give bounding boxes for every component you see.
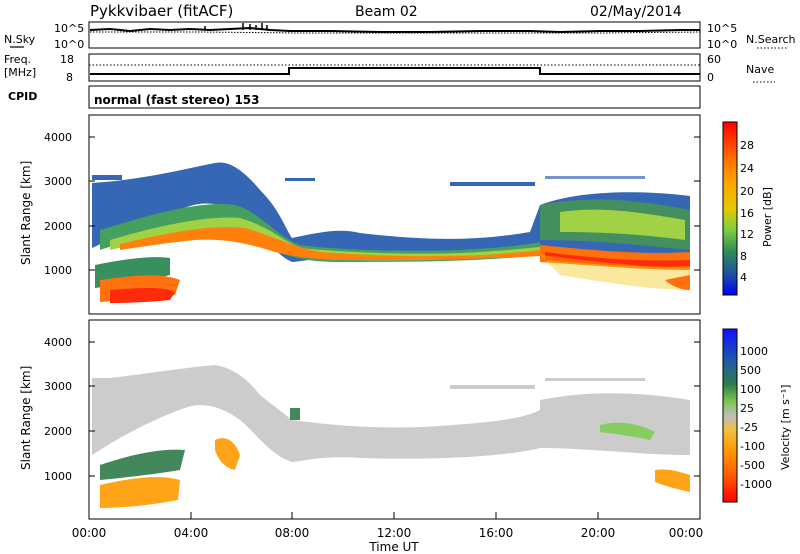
xtick-0400: 04:00 (174, 526, 209, 540)
power-data (92, 162, 690, 303)
freq-unit-label: [MHz] (4, 66, 36, 79)
velocity-ytick-1000: 1000 (44, 470, 72, 483)
power-colorbar-label: Power [dB] (761, 187, 774, 247)
xtick-2000: 20:00 (581, 526, 616, 540)
velocity-cb-tick-1000: 1000 (740, 345, 768, 358)
nave-tick-bottom: 0 (707, 71, 714, 84)
xtick-1200: 12:00 (377, 526, 412, 540)
velocity-panel: Slant Range [km] 4000 3000 2000 1000 100… (19, 319, 792, 520)
xaxis-label: Time UT (368, 540, 419, 554)
power-cb-tick-4: 4 (740, 271, 747, 284)
x-axis: 00:00 04:00 08:00 12:00 16:00 20:00 00:0… (72, 512, 704, 554)
beam-label: Beam 02 (355, 4, 418, 20)
nsky-trace (89, 26, 700, 34)
xtick-0800: 08:00 (275, 526, 310, 540)
nsky-label: N.Sky (4, 33, 36, 46)
power-ytick-3000: 3000 (44, 175, 72, 188)
velocity-data (92, 365, 690, 508)
power-ylabel: Slant Range [km] (19, 161, 33, 265)
velocity-cb-tick-neg25: -25 (740, 421, 758, 434)
velocity-cb-tick-500: 500 (740, 364, 761, 377)
power-yticks (89, 136, 700, 271)
velocity-cb-tick-25: 25 (740, 402, 754, 415)
freq-label: Freq. (4, 53, 31, 66)
power-cb-tick-16: 16 (740, 207, 754, 220)
velocity-cb-tick-neg100: -100 (740, 440, 765, 453)
station-title: Pykkvibaer (fitACF) (90, 2, 233, 20)
nsearch-label: N.Search (746, 33, 796, 46)
velocity-yticks (89, 341, 700, 477)
power-cb-tick-20: 20 (740, 185, 754, 198)
freq-tick-top: 18 (60, 53, 74, 66)
power-ytick-2000: 2000 (44, 220, 72, 233)
xtick-2400: 00:00 (669, 526, 704, 540)
xtick-1600: 16:00 (479, 526, 514, 540)
velocity-cb-tick-neg1000: -1000 (740, 478, 772, 491)
noise-spikes (204, 23, 268, 30)
noise-panel: N.Sky 10^5 10^0 10^5 10^0 N.Search (4, 21, 796, 51)
noise-right-tick-top: 10^5 (707, 22, 737, 35)
power-cb-tick-24: 24 (740, 162, 754, 175)
nave-tick-top: 60 (707, 53, 721, 66)
nsearch-trace (90, 31, 701, 34)
power-cb-tick-28: 28 (740, 139, 754, 152)
freq-trace (90, 67, 700, 75)
cpid-panel: CPID normal (fast stereo) 153 (8, 85, 701, 109)
freq-tick-bottom: 8 (66, 71, 73, 84)
freq-panel: Freq. [MHz] 18 8 60 0 Nave (4, 53, 775, 84)
velocity-colorbar-label: Velocity [m s⁻¹] (779, 385, 792, 470)
power-cb-tick-12: 12 (740, 228, 754, 241)
xtick-0000: 00:00 (72, 526, 107, 540)
power-cb-tick-8: 8 (740, 250, 747, 263)
velocity-ytick-3000: 3000 (44, 380, 72, 393)
power-ytick-4000: 4000 (44, 131, 72, 144)
velocity-cb-tick-100: 100 (740, 383, 761, 396)
power-panel: Slant Range [km] 4000 3000 2000 1000 28 … (19, 114, 774, 315)
noise-right-tick-bottom: 10^0 (707, 38, 737, 51)
velocity-colorbar (722, 328, 738, 503)
velocity-ytick-2000: 2000 (44, 425, 72, 438)
nave-label: Nave (746, 63, 774, 76)
noise-left-tick-top: 10^5 (54, 22, 84, 35)
power-colorbar (722, 121, 738, 296)
power-ytick-1000: 1000 (44, 264, 72, 277)
cpid-value: normal (fast stereo) 153 (94, 93, 260, 107)
date-label: 02/May/2014 (590, 4, 682, 20)
noise-left-tick-bottom: 10^0 (54, 38, 84, 51)
cpid-label: CPID (8, 90, 37, 103)
velocity-ylabel: Slant Range [km] (19, 366, 33, 470)
velocity-ytick-4000: 4000 (44, 336, 72, 349)
velocity-cb-tick-neg500: -500 (740, 459, 765, 472)
